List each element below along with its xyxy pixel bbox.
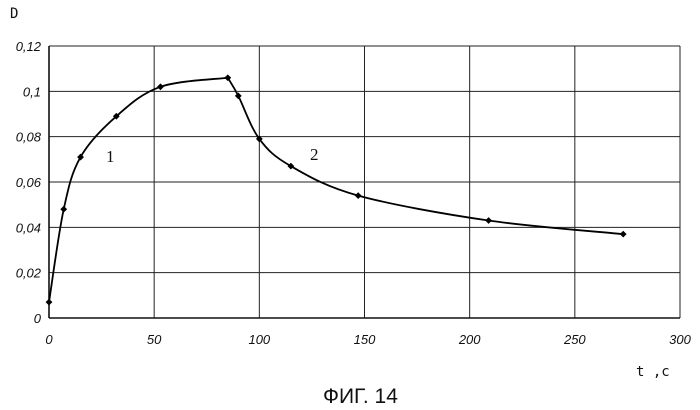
series-2-point bbox=[355, 192, 362, 199]
x-tick-label: 250 bbox=[563, 332, 586, 347]
x-tick-label: 200 bbox=[458, 332, 481, 347]
x-axis-title: t ,c bbox=[636, 364, 670, 380]
series-1-line bbox=[49, 78, 228, 302]
x-tick-label: 300 bbox=[669, 332, 691, 347]
x-tick-label: 150 bbox=[354, 332, 376, 347]
y-tick-label: 0,02 bbox=[16, 266, 42, 281]
x-tick-labels: 0 50 100 150 200 250 300 bbox=[45, 332, 691, 347]
y-tick-label: 0,12 bbox=[16, 39, 42, 54]
y-tick-labels: 0 0,02 0,04 0,06 0,08 0,1 0,12 bbox=[16, 39, 42, 326]
series-1-label: 1 bbox=[106, 147, 115, 166]
series-1-point bbox=[46, 299, 53, 306]
y-tick-label: 0,08 bbox=[16, 130, 42, 145]
y-tick-label: 0,06 bbox=[16, 175, 42, 190]
x-tick-label: 50 bbox=[147, 332, 162, 347]
series-2-label: 2 bbox=[310, 145, 319, 164]
series-2-point bbox=[235, 92, 242, 99]
x-tick-label: 100 bbox=[248, 332, 270, 347]
y-tick-label: 0 bbox=[34, 311, 42, 326]
series-2-point bbox=[620, 231, 627, 238]
figure-caption: ФИГ. 14 bbox=[323, 385, 398, 408]
grid bbox=[49, 46, 680, 318]
y-axis-title: D bbox=[10, 6, 18, 22]
data-lines bbox=[49, 78, 623, 302]
series-2-line bbox=[228, 78, 623, 234]
y-tick-label: 0,1 bbox=[23, 84, 41, 99]
x-tick-label: 0 bbox=[45, 332, 53, 347]
series-1-point bbox=[60, 206, 67, 213]
series-1-point bbox=[157, 83, 164, 90]
y-tick-label: 0,04 bbox=[16, 220, 41, 235]
data-points bbox=[46, 74, 627, 305]
series-2-point bbox=[485, 217, 492, 224]
